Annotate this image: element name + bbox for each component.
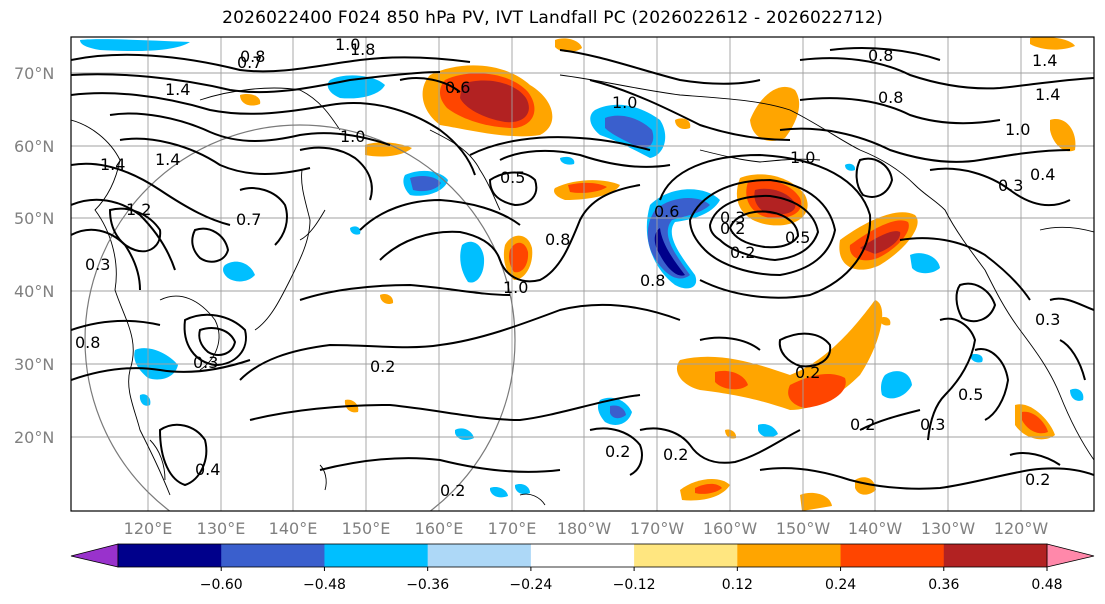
lon-label-130w: 130°W bbox=[921, 519, 976, 538]
contour-label: 0.4 bbox=[195, 460, 220, 479]
contour-label: 0.2 bbox=[850, 415, 875, 434]
lon-label-160e: 160°E bbox=[415, 519, 464, 538]
colorbar-max-arrow bbox=[1046, 543, 1095, 568]
contour-label: 1.4 bbox=[1032, 51, 1057, 70]
colorbar-cell bbox=[221, 544, 325, 567]
contour-label: 0.2 bbox=[795, 363, 820, 382]
pv-contours bbox=[71, 47, 1094, 490]
lon-label-170e: 170°E bbox=[488, 519, 537, 538]
contour-label: 0.8 bbox=[868, 46, 893, 65]
contour-labels: 0.8 0.7 1.0 1.4 1.8 1.4 1.0 0.6 1.0 1.0 … bbox=[75, 35, 1060, 500]
lat-label-20n: 20°N bbox=[14, 428, 54, 447]
negative-anomaly-shading bbox=[80, 39, 1084, 498]
contour-label: 0.8 bbox=[878, 88, 903, 107]
lon-label-130e: 130°E bbox=[197, 519, 246, 538]
colorbar-cell bbox=[634, 544, 738, 567]
colorbar-cell bbox=[737, 544, 842, 567]
colorbar-cell bbox=[530, 544, 635, 567]
lon-label-150w: 150°W bbox=[776, 519, 831, 538]
contour-label: 0.7 bbox=[237, 53, 262, 72]
colorbar-tick-label: −0.60 bbox=[200, 577, 243, 593]
contour-label: 0.3 bbox=[920, 415, 945, 434]
longitude-labels: 120°E 130°E 140°E 150°E 160°E 170°E 180°… bbox=[124, 519, 1049, 538]
contour-label: 1.0 bbox=[612, 93, 637, 112]
colorbar-tick-label: 0.12 bbox=[722, 577, 753, 593]
colorbar-tick-label: 0.36 bbox=[928, 577, 959, 593]
contour-label: 0.5 bbox=[958, 385, 983, 404]
contour-label: 0.8 bbox=[75, 333, 100, 352]
lon-label-140e: 140°E bbox=[269, 519, 318, 538]
map-title: 2026022400 F024 850 hPa PV, IVT Landfall… bbox=[222, 8, 883, 28]
map-plot-area: 0.8 0.7 1.0 1.4 1.8 1.4 1.0 0.6 1.0 1.0 … bbox=[71, 35, 1094, 511]
colorbar-cell bbox=[840, 544, 945, 567]
contour-label: 0.2 bbox=[605, 442, 630, 461]
colorbar-tick-label: −0.48 bbox=[303, 577, 346, 593]
lat-label-60n: 60°N bbox=[14, 137, 54, 156]
colorbar: −0.60 −0.48 −0.36 −0.24 −0.12 0.12 0.24 0.36 0.4… bbox=[70, 543, 1095, 593]
colorbar-tick-label: −0.36 bbox=[406, 577, 449, 593]
lon-label-180w: 180°W bbox=[557, 519, 612, 538]
contour-label: 1.0 bbox=[503, 278, 528, 297]
lon-label-140w: 140°W bbox=[848, 519, 903, 538]
coastlines bbox=[71, 74, 1094, 506]
colorbar-min-arrow bbox=[70, 543, 119, 568]
contour-label: 0.5 bbox=[500, 168, 525, 187]
map-frame bbox=[70, 36, 1095, 512]
lon-label-150e: 150°E bbox=[342, 519, 391, 538]
contour-label: 0.8 bbox=[640, 271, 665, 290]
contour-label: 1.8 bbox=[350, 40, 375, 59]
lon-label-120w: 120°W bbox=[994, 519, 1049, 538]
latitude-labels: 70°N 60°N 50°N 40°N 30°N 20°N bbox=[14, 64, 54, 447]
lon-label-160w: 160°W bbox=[703, 519, 758, 538]
contour-label: 0.3 bbox=[720, 208, 745, 227]
contour-label: 1.4 bbox=[100, 155, 125, 174]
contour-label: 0.2 bbox=[1025, 470, 1050, 489]
contour-label: 1.0 bbox=[335, 35, 360, 54]
colorbar-cell bbox=[427, 544, 532, 567]
positive-anomaly-shading bbox=[240, 37, 1076, 511]
contour-label: 1.2 bbox=[126, 200, 151, 219]
lat-label-50n: 50°N bbox=[14, 209, 54, 228]
lon-label-170w: 170°W bbox=[630, 519, 685, 538]
colorbar-tick-label: −0.24 bbox=[509, 577, 552, 593]
contour-label: 0.3 bbox=[1035, 310, 1060, 329]
contour-label: 0.8 bbox=[545, 230, 570, 249]
contour-label: 1.4 bbox=[165, 80, 190, 99]
contour-label: 0.2 bbox=[720, 219, 745, 238]
graticule bbox=[71, 37, 1094, 511]
contour-label: 0.2 bbox=[663, 445, 688, 464]
contour-label: 0.6 bbox=[445, 78, 470, 97]
contour-label: 0.2 bbox=[370, 357, 395, 376]
lat-label-70n: 70°N bbox=[14, 64, 54, 83]
colorbar-cell bbox=[118, 544, 222, 567]
contour-label: 1.0 bbox=[340, 127, 365, 146]
colorbar-cell bbox=[324, 544, 429, 567]
contour-label: 0.2 bbox=[440, 481, 465, 500]
contour-label: 0.6 bbox=[654, 202, 679, 221]
contour-label: 1.4 bbox=[155, 150, 180, 169]
lat-label-40n: 40°N bbox=[14, 282, 54, 301]
colorbar-tick-label: 0.24 bbox=[825, 577, 856, 593]
contour-label: 1.4 bbox=[1035, 85, 1060, 104]
lon-label-120e: 120°E bbox=[124, 519, 173, 538]
colorbar-tick-label: 0.48 bbox=[1031, 577, 1062, 593]
contour-label: 0.5 bbox=[785, 228, 810, 247]
colorbar-frame bbox=[117, 543, 1048, 568]
colorbar-tick-label: −0.12 bbox=[613, 577, 656, 593]
lat-label-30n: 30°N bbox=[14, 355, 54, 374]
contour-label: 0.3 bbox=[85, 255, 110, 274]
contour-label: 0.3 bbox=[193, 353, 218, 372]
contour-label: 0.2 bbox=[730, 243, 755, 262]
colorbar-cell bbox=[943, 544, 1048, 567]
contour-label: 0.4 bbox=[1030, 165, 1055, 184]
contour-label: 0.8 bbox=[240, 47, 265, 66]
contour-label: 1.0 bbox=[790, 148, 815, 167]
contour-label: 0.3 bbox=[998, 176, 1023, 195]
contour-label: 0.7 bbox=[236, 210, 261, 229]
contour-label: 1.0 bbox=[1005, 120, 1030, 139]
reference-circle bbox=[84, 124, 516, 511]
